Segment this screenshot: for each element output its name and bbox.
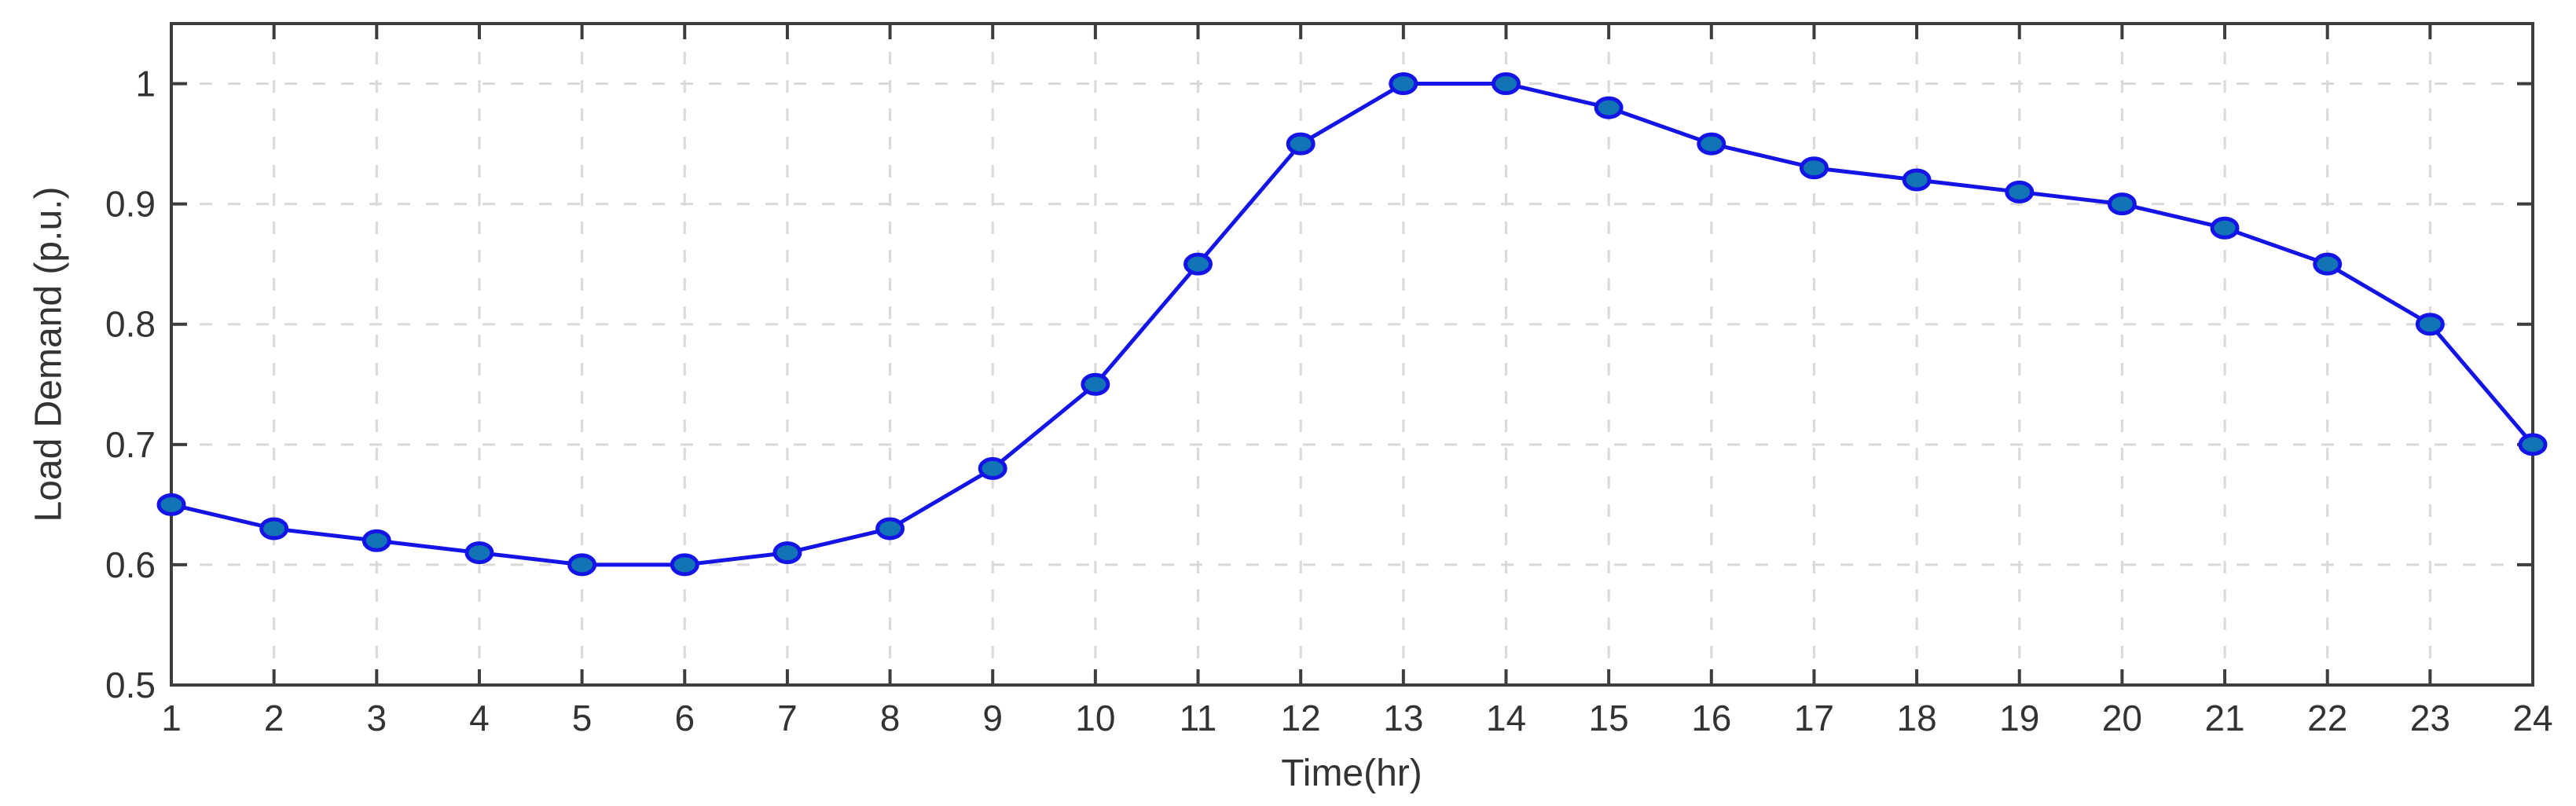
data-point-marker xyxy=(1799,156,1829,180)
data-point-marker xyxy=(670,553,699,577)
x-tick-label: 17 xyxy=(1794,698,1834,738)
x-tick-label: 16 xyxy=(1691,698,1731,738)
axes-box xyxy=(170,22,2534,687)
data-point-marker xyxy=(772,541,802,565)
x-tick-label: 13 xyxy=(1383,698,1423,738)
x-tick-label: 10 xyxy=(1075,698,1115,738)
x-tick-label: 4 xyxy=(469,698,490,738)
data-point-marker xyxy=(2415,313,2445,336)
data-point-marker xyxy=(1081,372,1110,396)
x-tick-label: 3 xyxy=(367,698,387,738)
y-tick-label: 0.7 xyxy=(105,424,156,465)
x-tick-label: 1 xyxy=(161,698,182,738)
x-tick-label: 22 xyxy=(2307,698,2347,738)
y-tick-label: 0.6 xyxy=(105,544,156,585)
x-tick-label: 14 xyxy=(1486,698,1526,738)
data-point-marker xyxy=(1902,168,1932,192)
axis-box xyxy=(170,22,2534,687)
data-point-marker xyxy=(1697,132,1727,156)
x-tick-label: 15 xyxy=(1589,698,1629,738)
x-tick-label: 12 xyxy=(1281,698,1321,738)
x-tick-label: 5 xyxy=(572,698,593,738)
y-axis-label: Load Demand (p.u.) xyxy=(28,187,70,522)
data-point-marker xyxy=(156,493,186,516)
data-point-marker xyxy=(1286,132,1316,156)
x-tick-label: 19 xyxy=(1999,698,2039,738)
data-point-marker xyxy=(2107,192,2137,216)
y-tick-label: 0.8 xyxy=(105,304,156,345)
x-axis-label: Time(hr) xyxy=(1281,753,1422,794)
x-tick-label: 11 xyxy=(1180,698,1217,738)
x-tick-label: 18 xyxy=(1897,698,1937,738)
x-tick-label: 7 xyxy=(777,698,798,738)
data-point-marker xyxy=(2518,433,2548,456)
y-tick-label: 0.5 xyxy=(105,665,156,705)
data-point-marker xyxy=(875,517,905,540)
x-tick-label: 9 xyxy=(982,698,1003,738)
tick-labels-layer: 1 2 3 4 5 6 7 8 9 10 11 12 13 14 15 16 17 18 19 20 21 22 23 240… xyxy=(105,64,2553,738)
x-tick-label: 21 xyxy=(2204,698,2244,738)
data-point-marker xyxy=(978,456,1007,480)
x-tick-label: 8 xyxy=(880,698,901,738)
x-tick-label: 24 xyxy=(2512,698,2552,738)
x-tick-label: 2 xyxy=(264,698,284,738)
data-point-marker xyxy=(2313,252,2343,276)
tick-marks-layer xyxy=(170,24,2534,687)
grid-layer xyxy=(171,24,2533,685)
series-layer xyxy=(156,72,2548,577)
load-demand-line xyxy=(169,82,2535,567)
y-tick-label: 0.9 xyxy=(105,184,156,225)
data-point-marker xyxy=(1594,96,1624,119)
x-tick-label: 23 xyxy=(2410,698,2450,738)
y-tick-label: 1 xyxy=(135,64,156,104)
x-tick-label: 6 xyxy=(674,698,695,738)
data-point-marker xyxy=(1389,72,1418,96)
x-tick-label: 20 xyxy=(2102,698,2142,738)
data-point-marker xyxy=(259,517,289,540)
data-point-marker xyxy=(464,541,494,565)
data-point-marker xyxy=(361,529,391,552)
data-point-marker xyxy=(1491,72,1521,96)
data-point-marker xyxy=(567,553,597,577)
data-point-marker xyxy=(2210,216,2240,240)
data-point-marker xyxy=(2005,180,2035,203)
data-point-marker xyxy=(1183,252,1213,276)
